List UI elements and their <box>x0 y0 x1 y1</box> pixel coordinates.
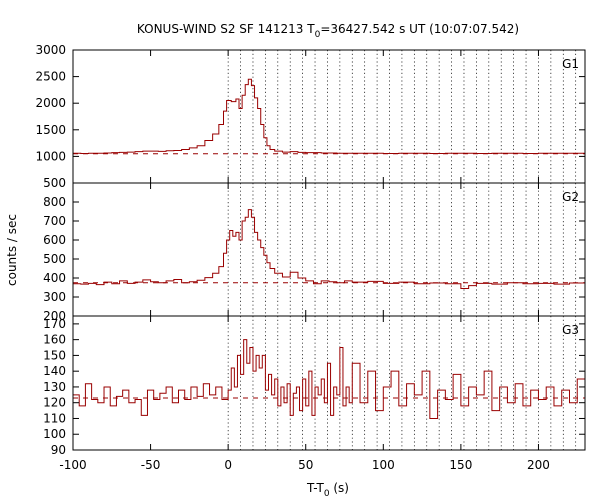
y-tick-label: 120 <box>43 396 66 410</box>
lightcurve-trace-g3 <box>73 339 586 419</box>
y-tick-label: 3000 <box>35 43 66 57</box>
lightcurve-trace-g2 <box>73 209 586 289</box>
lightcurve-trace-g1 <box>73 78 586 154</box>
chart-title-subscript: 0 <box>315 30 321 40</box>
y-tick-label: 150 <box>43 348 66 362</box>
y-tick-label: 140 <box>43 364 66 378</box>
y-tick-label: 500 <box>43 252 66 266</box>
y-tick-label: 130 <box>43 380 66 394</box>
y-tick-label: 110 <box>43 411 66 425</box>
y-tick-label: 600 <box>43 233 66 247</box>
panel-frame <box>72 182 586 317</box>
x-axis-label-unit: (s) <box>330 481 349 495</box>
panel-label-g3: G3 <box>562 323 579 337</box>
y-tick-label: 100 <box>43 427 66 441</box>
y-tick-label: 200 <box>43 309 66 323</box>
y-tick-label: 500 <box>43 176 66 190</box>
chart-title-suffix: =36427.542 s UT (10:07:07.542) <box>320 22 519 36</box>
x-tick-label: -100 <box>59 458 86 472</box>
panel-frame <box>72 315 586 451</box>
y-tick-label: 400 <box>43 271 66 285</box>
x-axis-label-subscript: 0 <box>324 489 330 499</box>
x-tick-label: 100 <box>372 458 395 472</box>
chart-title: KONUS-WIND S2 SF 141213 T0=36427.542 s U… <box>137 22 519 40</box>
panels-group: 50010001500200025003000G1200300400500600… <box>35 43 586 472</box>
panel-label-g2: G2 <box>562 190 579 204</box>
x-tick-label: -50 <box>141 458 161 472</box>
x-tick-label: 200 <box>527 458 550 472</box>
chart-title-prefix: KONUS-WIND S2 SF 141213 T <box>137 22 315 36</box>
y-tick-label: 160 <box>43 333 66 347</box>
y-axis-label: counts / sec <box>5 214 19 286</box>
y-tick-label: 1500 <box>35 123 66 137</box>
panel-label-g1: G1 <box>562 57 579 71</box>
y-tick-label: 800 <box>43 195 66 209</box>
panel-frame <box>72 49 586 184</box>
y-tick-label: 90 <box>51 443 66 457</box>
panel-g2: 200 300 400 500 600 700 800 G2 <box>43 182 586 323</box>
x-axis-label: T-T0 (s) <box>306 481 349 499</box>
y-tick-label: 1000 <box>35 149 66 163</box>
y-tick-label: 700 <box>43 214 66 228</box>
x-axis-label-text: T-T <box>306 481 324 495</box>
x-tick-label: 150 <box>449 458 472 472</box>
panel-g1: 500 1000 1500 2000 2500 3000 G1 <box>35 43 586 190</box>
y-tick-label: 2000 <box>35 96 66 110</box>
y-tick-label: 170 <box>43 317 66 331</box>
x-tick-label: 50 <box>298 458 313 472</box>
x-tick-label: 0 <box>224 458 232 472</box>
y-tick-label: 300 <box>43 290 66 304</box>
y-tick-label: 2500 <box>35 70 66 84</box>
